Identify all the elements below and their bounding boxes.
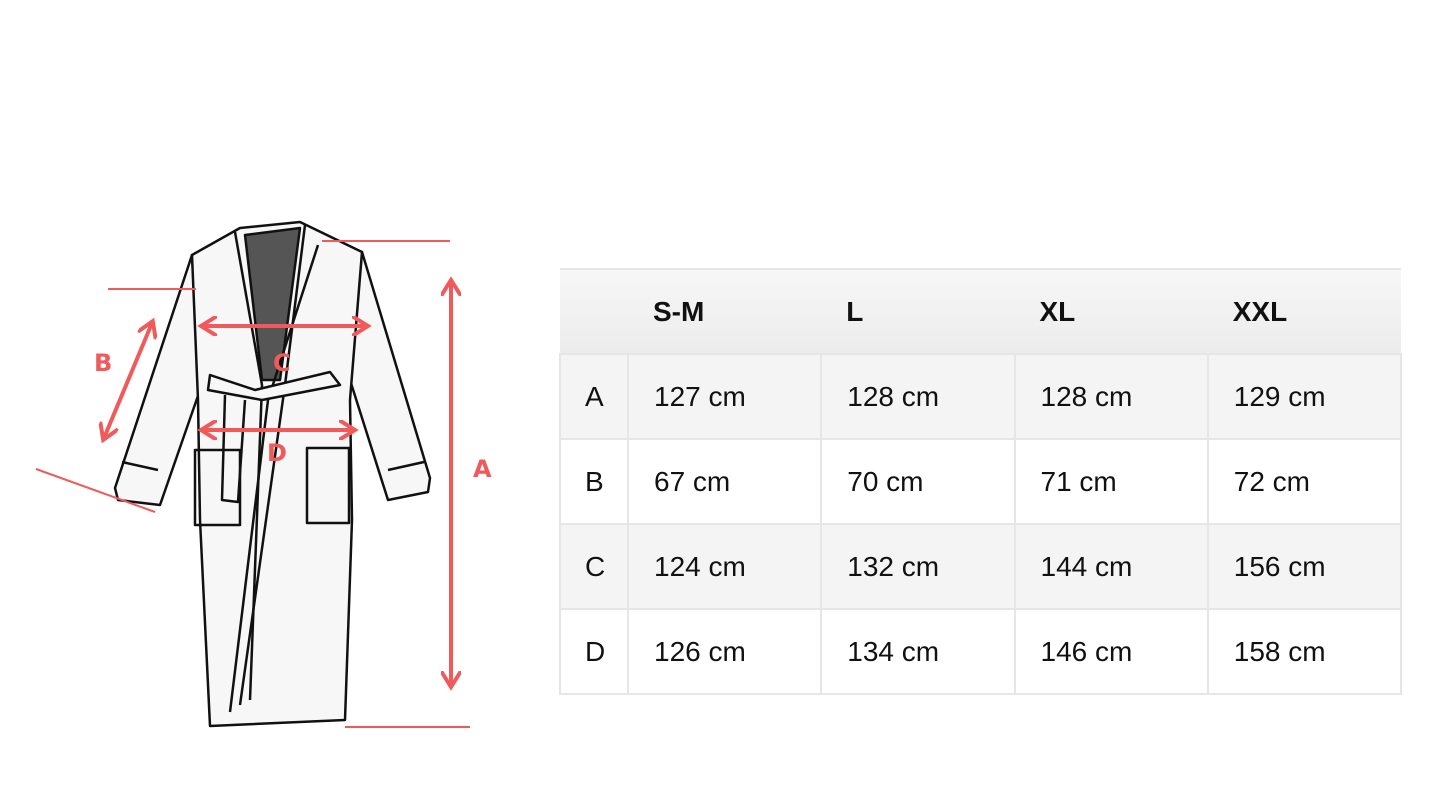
table-cell: 156 cm (1206, 523, 1403, 610)
table-row: C 124 cm 132 cm 144 cm 156 cm (559, 523, 1403, 610)
row-label: B (559, 438, 629, 525)
table-cell: 72 cm (1206, 438, 1403, 525)
table-cell: 146 cm (1013, 608, 1209, 695)
arrow-b (104, 323, 152, 438)
label-c: C (273, 349, 291, 377)
label-d: D (267, 439, 287, 467)
header-cell-l: L (821, 268, 1015, 355)
label-a: A (473, 455, 492, 483)
row-label: C (559, 523, 629, 610)
measurement-arrows (104, 282, 451, 685)
table-cell: 128 cm (820, 353, 1016, 440)
table-row: A 127 cm 128 cm 128 cm 129 cm (559, 353, 1403, 440)
table-cell: 132 cm (820, 523, 1016, 610)
header-cell-xl: XL (1014, 268, 1208, 355)
table-cell: 129 cm (1206, 353, 1403, 440)
table-cell: 144 cm (1013, 523, 1209, 610)
row-label: D (559, 608, 629, 695)
table-cell: 134 cm (820, 608, 1016, 695)
header-cell-empty (560, 268, 628, 355)
table-row: B 67 cm 70 cm 71 cm 72 cm (559, 438, 1403, 525)
table-cell: 70 cm (820, 438, 1016, 525)
header-cell-xxl: XXL (1207, 268, 1401, 355)
table-cell: 128 cm (1013, 353, 1209, 440)
table-cell: 127 cm (626, 353, 823, 440)
bathrobe-measurement-diagram: A B C D (35, 220, 492, 728)
bathrobe-drawing (113, 220, 432, 728)
header-row: S-M L XL XXL (560, 268, 1401, 355)
table-cell: 124 cm (626, 523, 823, 610)
table-cell: 71 cm (1013, 438, 1209, 525)
table-cell: 158 cm (1206, 608, 1403, 695)
table-cell: 126 cm (626, 608, 823, 695)
size-table: S-M L XL XXL A 127 cm 128 cm 128 cm 129 … (559, 268, 1403, 695)
header-cell-s-m: S-M (628, 268, 822, 355)
row-label: A (559, 353, 629, 440)
table-cell: 67 cm (626, 438, 823, 525)
table-row: D 126 cm 134 cm 146 cm 158 cm (559, 608, 1403, 695)
measurement-lines (35, 240, 470, 728)
label-b: B (94, 349, 112, 377)
